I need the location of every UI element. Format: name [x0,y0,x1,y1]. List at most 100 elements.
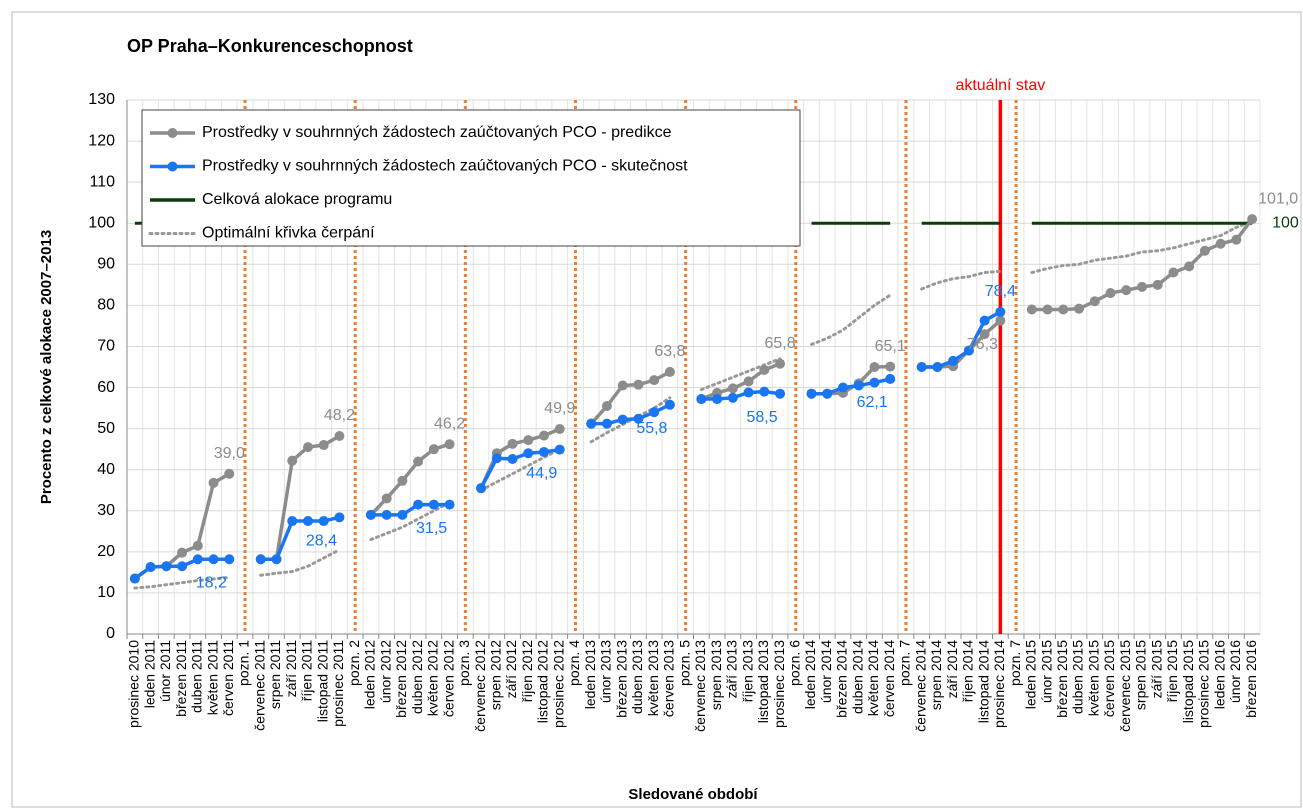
marker [523,448,534,459]
x-tick-label: leden 2012 [362,640,378,710]
marker [224,554,235,565]
x-tick-label: květen 2014 [865,640,881,716]
x-tick-label: červenec 2013 [692,640,708,732]
marker [287,516,298,527]
x-tick-label: prosinec 2012 [550,640,566,728]
marker [428,499,439,510]
marker [1215,238,1226,249]
data-label: 31,5 [416,520,447,537]
x-tick-label: pozn. 4 [566,640,582,686]
data-label: 100 [1272,214,1299,231]
marker [271,554,282,565]
data-label: 58,5 [746,409,777,426]
x-tick-label: leden 2016 [1211,640,1227,710]
x-tick-label: květen 2011 [204,640,220,715]
x-tick-label: srpen 2013 [708,640,724,710]
x-tick-label: pozn. 3 [456,640,472,686]
x-tick-label: srpen 2014 [928,640,944,710]
x-tick-label: únor 2011 [157,640,173,702]
marker [1152,279,1163,290]
marker [208,477,219,488]
marker [963,345,974,356]
data-label: 65,8 [764,335,795,352]
x-tick-label: leden 2015 [1023,640,1039,710]
x-tick-label: září 2013 [724,640,740,699]
marker [381,493,392,504]
marker [1042,304,1053,315]
chart-title: OP Praha–Konkurenceschopnost [127,36,413,56]
legend-label: Celková alokace programu [202,191,392,208]
x-tick-label: červenec 2012 [472,640,488,732]
marker [601,418,612,429]
data-label: 76,3 [967,336,998,353]
marker [413,456,424,467]
marker [775,388,786,399]
marker [916,362,927,372]
marker [885,373,896,384]
marker [727,392,738,403]
legend-marker [167,128,178,138]
marker [995,306,1006,317]
marker [1074,303,1085,314]
marker [192,540,203,551]
x-tick-label: listopad 2011 [314,640,330,722]
marker [554,444,565,455]
x-tick-label: květen 2012 [425,640,441,716]
y-tick-label: 0 [106,625,115,642]
x-tick-label: prosinec 2010 [126,640,142,728]
x-tick-label: prosinec 2011 [330,640,346,727]
x-tick-label: červen 2011 [220,640,236,716]
x-tick-label: červenec 2014 [912,640,928,732]
data-label: 39,0 [214,445,245,462]
marker [1136,281,1147,292]
marker [476,483,487,494]
marker [775,358,786,369]
marker [869,362,880,372]
x-axis-label: Sledované období [628,786,758,803]
x-tick-label: červen 2015 [1101,640,1117,717]
marker [853,380,864,391]
x-tick-label: duben 2013 [629,640,645,714]
x-tick-label: červen 2012 [440,640,456,717]
marker [365,509,376,520]
marker [145,562,156,573]
x-tick-label: listopad 2015 [1180,640,1196,724]
x-tick-label: únor 2013 [598,640,614,703]
x-tick-label: únor 2012 [377,640,393,703]
marker [1121,285,1132,296]
x-tick-label: únor 2014 [818,640,834,703]
x-tick-label: duben 2011 [189,640,205,713]
data-label: 101,0 [1258,190,1298,207]
marker [979,315,990,326]
marker [617,414,628,425]
marker [302,516,313,527]
marker [444,499,455,510]
marker [869,377,880,388]
marker [413,499,424,510]
x-tick-label: pozn. 7 [897,640,913,686]
y-tick-label: 90 [97,256,115,273]
marker [601,401,612,412]
marker [302,442,313,453]
marker [161,561,172,572]
y-tick-label: 100 [88,214,115,231]
y-tick-label: 30 [97,502,115,519]
x-tick-label: duben 2014 [849,640,865,714]
x-tick-label: březen 2016 [1243,640,1259,718]
x-tick-label: srpen 2015 [1133,640,1149,710]
marker [727,383,738,394]
x-tick-label: červenec 2015 [1117,640,1133,732]
x-tick-label: duben 2015 [1070,640,1086,714]
x-tick-label: srpen 2011 [267,640,283,709]
marker [664,399,675,410]
marker [948,355,959,366]
data-label: 78,4 [985,283,1016,300]
x-tick-label: prosinec 2015 [1196,640,1212,728]
x-tick-label: říjen 2015 [1164,640,1180,702]
data-label: 48,2 [324,407,355,424]
y-tick-label: 60 [97,379,115,396]
marker [1184,261,1195,272]
data-label: 46,2 [434,415,465,432]
marker [759,364,770,375]
